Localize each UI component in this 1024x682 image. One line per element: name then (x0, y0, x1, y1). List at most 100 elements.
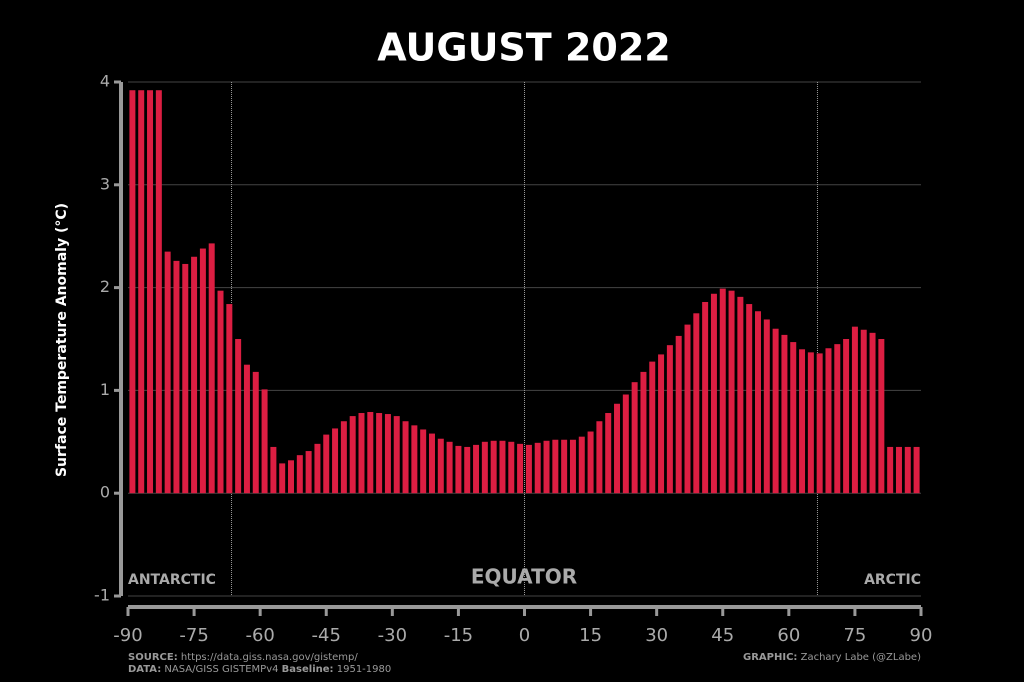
bar (349, 416, 356, 494)
bar (473, 444, 480, 494)
source-note: SOURCE: https://data.giss.nasa.gov/giste… (128, 652, 358, 663)
bar (173, 260, 180, 494)
bar (640, 371, 647, 494)
bar (649, 361, 656, 494)
bar (490, 440, 497, 494)
x-tick-label: -75 (179, 625, 208, 646)
y-tick-label: -1 (94, 586, 110, 605)
baseline-label: Baseline: (282, 664, 334, 675)
bar (358, 413, 365, 494)
bar (851, 326, 858, 494)
bar (825, 348, 832, 494)
x-tick-label: -30 (378, 625, 407, 646)
bar (578, 436, 585, 494)
x-tick-label: -45 (312, 625, 341, 646)
source: https://data.giss.nasa.gov/gistemp/ (181, 652, 359, 663)
bar (702, 301, 709, 494)
bar (807, 352, 814, 494)
bar (658, 354, 665, 494)
bar (887, 446, 894, 494)
bar (763, 319, 770, 494)
bar (799, 349, 806, 494)
y-tick-label: 2 (100, 277, 110, 296)
bar (878, 339, 885, 494)
bar (754, 311, 761, 494)
bar (675, 335, 682, 494)
x-tick-label: 90 (910, 625, 933, 646)
bar (508, 441, 515, 494)
bar (208, 243, 215, 494)
bar (517, 443, 524, 494)
bar (781, 334, 788, 494)
bar (904, 446, 911, 494)
bar (296, 455, 303, 494)
bar (235, 339, 242, 494)
bar (428, 433, 435, 494)
annotation: ARCTIC (864, 572, 921, 588)
bar (155, 90, 162, 494)
credit-note: GRAPHIC: Zachary Labe (@ZLabe) (743, 652, 921, 663)
bar (895, 446, 902, 494)
bar (552, 439, 559, 494)
bar (710, 293, 717, 494)
bar (147, 90, 154, 494)
bar (525, 444, 532, 494)
x-tick-label: 15 (579, 625, 602, 646)
chart-title: AUGUST 2022 (377, 26, 670, 70)
bar (622, 394, 629, 494)
bar (288, 460, 295, 494)
bar (217, 290, 224, 494)
x-tick-label: -15 (444, 625, 473, 646)
bar (693, 313, 700, 494)
bar (481, 441, 488, 494)
bar (772, 328, 779, 494)
graphic: Zachary Labe (@ZLabe) (801, 652, 921, 663)
x-tick-label: 60 (777, 625, 800, 646)
bar (199, 248, 206, 494)
x-tick-label: 0 (519, 625, 530, 646)
bar (746, 304, 753, 494)
bar (631, 382, 638, 494)
bar (182, 263, 189, 494)
bar (446, 441, 453, 494)
y-tick-label: 4 (100, 72, 110, 91)
bar (569, 439, 576, 494)
source-label: SOURCE: (128, 652, 178, 663)
bar (455, 445, 462, 494)
bar (561, 439, 568, 494)
bar (252, 371, 259, 494)
bar (816, 353, 823, 494)
x-tick-label: 75 (843, 625, 866, 646)
bar (420, 429, 427, 494)
bar (138, 90, 145, 494)
bar (464, 446, 471, 494)
bar (261, 389, 268, 494)
bar (191, 256, 198, 494)
y-tick-label: 0 (100, 483, 110, 502)
bar (384, 414, 391, 494)
baseline: 1951-1980 (337, 664, 392, 675)
bar (737, 296, 744, 494)
bar (534, 442, 541, 494)
bar (340, 421, 347, 494)
bar (437, 438, 444, 494)
data-label: DATA: (128, 664, 161, 675)
data-source: NASA/GISS GISTEMPv4 (164, 664, 278, 675)
bar (587, 431, 594, 494)
bar (684, 324, 691, 494)
bar (499, 440, 506, 494)
bar (402, 421, 409, 494)
bar (305, 451, 312, 494)
bar (596, 421, 603, 494)
data-note: DATA: NASA/GISS GISTEMPv4 Baseline: 1951… (128, 664, 391, 675)
bar (843, 339, 850, 494)
bar (314, 443, 321, 494)
bar (543, 440, 550, 494)
bar (129, 90, 136, 494)
bar (332, 428, 339, 494)
bar (376, 413, 383, 494)
bar (367, 411, 374, 494)
bar (869, 332, 876, 494)
bar (790, 342, 797, 494)
